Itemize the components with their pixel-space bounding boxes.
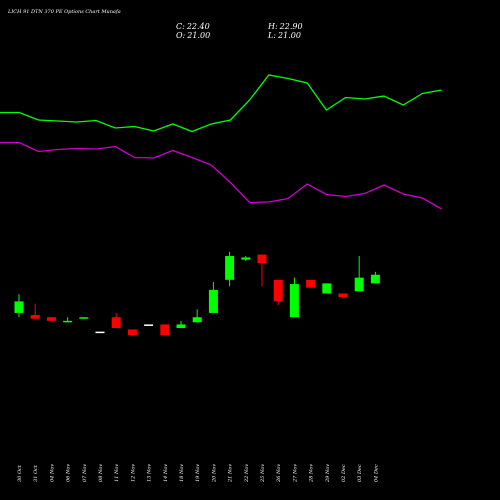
low-label: L: 21.00 — [267, 31, 301, 40]
x-tick-label: 31 Oct — [33, 464, 39, 482]
candle — [273, 279, 283, 305]
candle — [14, 294, 24, 318]
candle — [30, 303, 40, 320]
x-tick-label: 06 Nov — [66, 464, 72, 482]
x-tick-label: 19 Nov — [195, 464, 201, 482]
x-tick-label: 02 Dec — [341, 464, 347, 482]
candle — [127, 329, 137, 336]
candle — [63, 317, 73, 323]
chart-title: LICH 91 DTN 370 PE Options Chart Munafa — [7, 9, 121, 15]
candle — [354, 256, 364, 292]
candle-body — [111, 317, 121, 329]
candle — [192, 309, 202, 323]
high-label: H: 22.90 — [267, 22, 303, 31]
candle-body — [354, 277, 364, 292]
candle-body — [127, 329, 137, 336]
x-tick-label: 25 Nov — [260, 464, 266, 483]
indicator-lines — [0, 74, 442, 210]
candle-body — [208, 289, 218, 313]
candle — [144, 324, 154, 326]
candle-body — [225, 256, 235, 280]
candle-body — [14, 301, 24, 313]
x-tick-label: 13 Nov — [147, 464, 153, 482]
candle — [176, 320, 186, 329]
candle-body — [95, 331, 105, 334]
upper-line — [0, 74, 442, 133]
candle — [289, 277, 299, 318]
x-tick-label: 18 Nov — [179, 464, 185, 482]
x-tick-label: 14 Nov — [163, 464, 169, 482]
candle-body — [160, 324, 170, 336]
candle — [322, 283, 332, 294]
x-tick-label: 08 Nov — [98, 464, 104, 482]
lower-line — [0, 141, 442, 210]
candle — [338, 293, 348, 299]
candle — [257, 254, 267, 287]
x-tick-label: 11 Nov — [114, 464, 120, 482]
candle-body — [370, 274, 380, 284]
candle — [79, 317, 89, 319]
candle-body — [46, 317, 56, 321]
candle-body — [322, 283, 332, 294]
candle — [225, 251, 235, 287]
candle-body — [306, 279, 316, 288]
x-axis-ticks: 30 Oct 31 Oct 04 Nov 06 Nov 07 Nov 08 Nov 11 N… — [17, 464, 379, 483]
candle-body — [338, 293, 348, 298]
candle-body — [273, 279, 283, 302]
candle-body — [30, 315, 40, 319]
x-tick-label: 12 Nov — [130, 464, 136, 482]
x-tick-label: 29 Nov — [325, 464, 331, 483]
close-label: C: 22.40 — [176, 22, 210, 31]
candles — [14, 251, 380, 336]
x-tick-label: 04 Nov — [49, 464, 55, 482]
x-tick-label: 30 Oct — [17, 464, 23, 482]
candle — [306, 279, 316, 288]
x-tick-label: 21 Nov — [228, 464, 234, 483]
candle-body — [257, 254, 267, 264]
x-tick-label: 22 Nov — [244, 464, 250, 483]
x-tick-label: 28 Nov — [309, 464, 315, 483]
open-label: O: 21.00 — [176, 31, 210, 40]
candle-body — [289, 284, 299, 318]
candle-body — [63, 320, 73, 323]
x-tick-label: 07 Nov — [82, 464, 88, 482]
x-tick-label: 03 Dec — [357, 464, 363, 482]
candle-body — [192, 317, 202, 323]
candle — [46, 317, 56, 321]
x-tick-label: 27 Nov — [292, 464, 298, 483]
candle-body — [241, 257, 251, 260]
candle — [111, 312, 121, 329]
candle — [208, 281, 218, 313]
x-tick-label: 20 Nov — [211, 464, 217, 483]
candle-body — [144, 324, 154, 326]
candle — [370, 271, 380, 284]
x-tick-label: 04 Dec — [373, 464, 379, 482]
candle-body — [176, 324, 186, 329]
candle — [241, 256, 251, 262]
x-tick-label: 26 Nov — [276, 464, 282, 483]
candle — [95, 331, 105, 334]
candle-body — [79, 317, 89, 319]
candle — [160, 324, 170, 336]
